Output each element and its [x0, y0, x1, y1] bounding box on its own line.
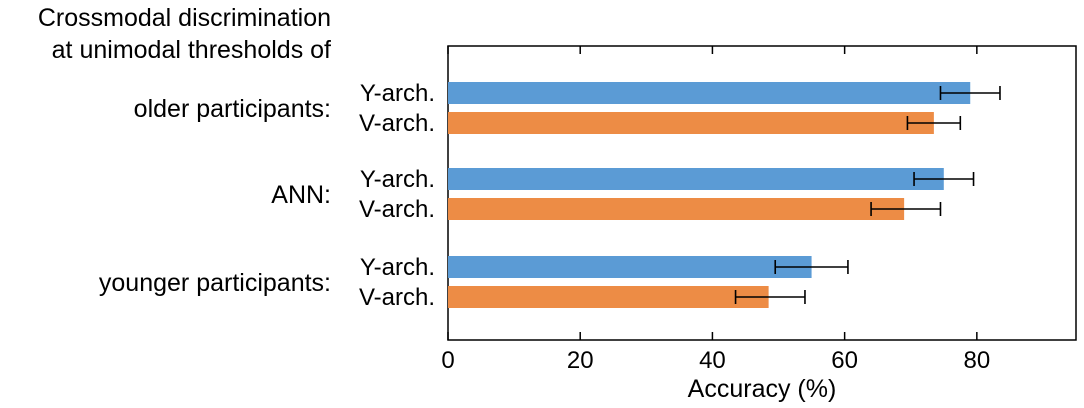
- bar-label: V-arch.: [359, 196, 435, 223]
- bar: [448, 168, 944, 190]
- group-label: younger participants:: [99, 269, 331, 297]
- plot-area-frame: [447, 45, 1077, 341]
- bar: [448, 256, 812, 278]
- chart-title-line-2: at unimodal thresholds of: [52, 36, 331, 64]
- x-tick-label: 80: [963, 347, 990, 374]
- bar-label: V-arch.: [359, 110, 435, 137]
- x-tick-label: 0: [441, 347, 454, 374]
- group-label: ANN:: [271, 181, 331, 209]
- x-tick-label: 60: [831, 347, 858, 374]
- bar-label: V-arch.: [359, 284, 435, 311]
- x-tick-label: 40: [699, 347, 726, 374]
- x-axis: Accuracy (%) 0 20 40 60 80: [441, 46, 990, 403]
- chart-title: Crossmodal discrimination at unimodal th…: [38, 4, 331, 64]
- bar: [448, 112, 934, 134]
- x-tick-label: 20: [567, 347, 594, 374]
- group-label: older participants:: [134, 95, 331, 123]
- bar-label: Y-arch.: [360, 80, 435, 107]
- bar-label: Y-arch.: [360, 166, 435, 193]
- bar: [448, 198, 905, 220]
- chart-title-line-1: Crossmodal discrimination: [38, 4, 331, 32]
- x-axis-label: Accuracy (%): [688, 375, 837, 403]
- bar: [448, 82, 971, 104]
- bar: [448, 286, 769, 308]
- chart-marks: older participants: Y-arch. V-arch. ANN: Y-a…: [99, 80, 1001, 311]
- bar-label: Y-arch.: [360, 254, 435, 281]
